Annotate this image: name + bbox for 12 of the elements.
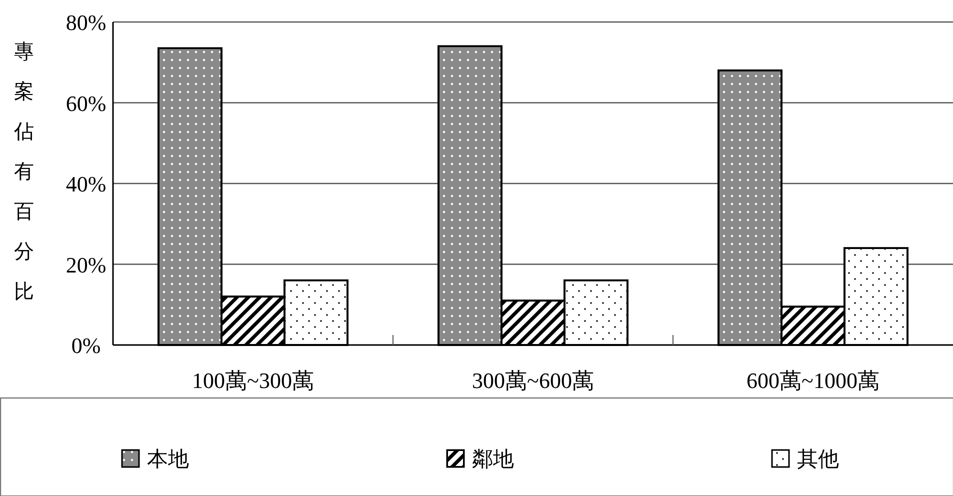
legend-label: 其他 (797, 447, 839, 471)
y-tick-label: 80% (66, 10, 106, 35)
y-tick-label: 40% (66, 172, 106, 196)
y-tick-label: 60% (66, 90, 106, 116)
y-tick-label: 20% (66, 252, 106, 278)
legend-label: 本地 (147, 447, 189, 471)
x-tick-label: 300萬~600萬 (472, 368, 594, 393)
y-axis-title: 專案佔有百分比 (13, 41, 34, 303)
legend-label: 鄰地 (472, 447, 514, 471)
y-tick-label: 0% (71, 333, 101, 358)
x-tick-label: 100萬~300萬 (192, 368, 314, 393)
x-tick-label: 600萬~1000萬 (746, 368, 880, 393)
